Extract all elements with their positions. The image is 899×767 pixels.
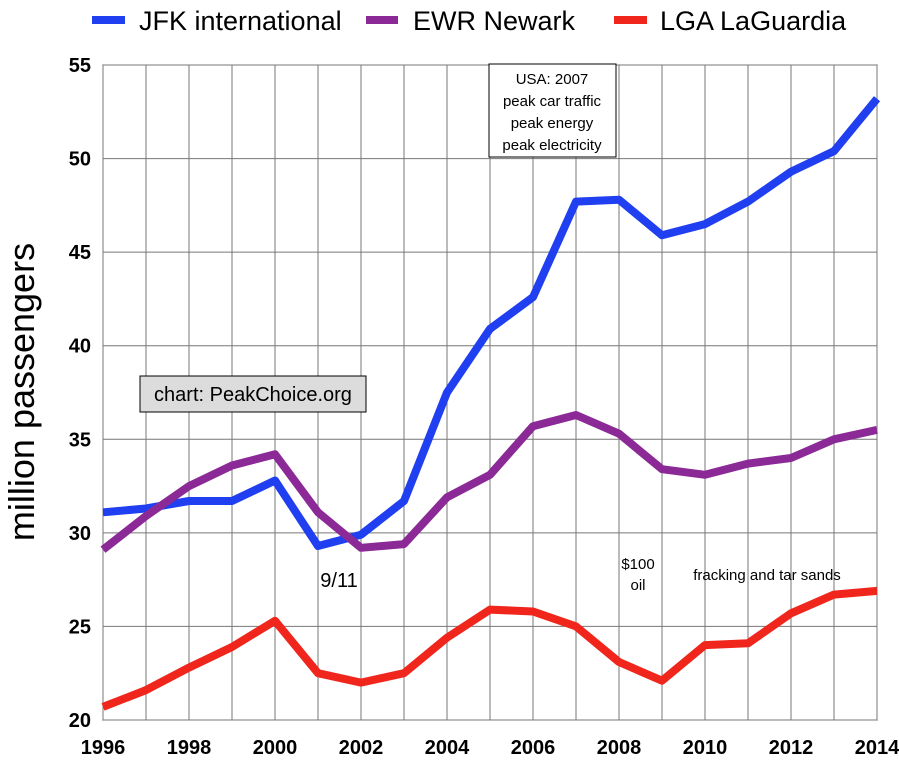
usa-peak-box bbox=[488, 63, 617, 158]
y-tick-label: 20 bbox=[69, 710, 91, 732]
y-tick-label: 40 bbox=[69, 336, 91, 358]
x-tick-label: 2014 bbox=[855, 737, 899, 759]
y-tick-label: 50 bbox=[69, 149, 91, 171]
x-tick-label: 1996 bbox=[81, 737, 126, 759]
oil-label-line-1: $100 bbox=[621, 556, 654, 573]
y-tick-label: 25 bbox=[69, 616, 91, 638]
x-axis-ticks: 1996 1998 2000 2002 2004 2006 2008 2010 2012 2014 bbox=[81, 737, 899, 759]
x-tick-label: 2006 bbox=[511, 737, 556, 759]
x-tick-label: 2010 bbox=[683, 737, 728, 759]
usa-peak-line-4: peak electricity bbox=[502, 137, 602, 154]
y-axis-ticks: 20 25 30 35 40 45 50 55 bbox=[69, 55, 91, 732]
y-tick-label: 55 bbox=[69, 55, 91, 77]
fracking-label: fracking and tar sands bbox=[693, 567, 841, 584]
usa-peak-line-2: peak car traffic bbox=[503, 93, 602, 110]
series-lines bbox=[100, 96, 881, 711]
usa-peak-line-3: peak energy bbox=[511, 115, 594, 132]
legend-label-jfk: JFK international bbox=[139, 6, 342, 36]
legend-label-lga: LGA LaGuardia bbox=[660, 6, 847, 36]
x-tick-label: 2004 bbox=[425, 737, 470, 759]
x-tick-label: 1998 bbox=[167, 737, 212, 759]
source-box bbox=[139, 375, 367, 413]
x-tick-label: 2002 bbox=[339, 737, 384, 759]
source-label: chart: PeakChoice.org bbox=[154, 384, 352, 406]
oil-label-line-2: oil bbox=[630, 577, 645, 594]
x-tick-label: 2008 bbox=[597, 737, 642, 759]
y-tick-label: 45 bbox=[69, 242, 91, 264]
y-tick-label: 35 bbox=[69, 429, 91, 451]
source-annotation: chart: PeakChoice.org bbox=[139, 375, 367, 413]
legend-label-ewr: EWR Newark bbox=[413, 6, 576, 36]
usa-peak-line-1: USA: 2007 bbox=[516, 71, 589, 88]
x-tick-label: 2000 bbox=[253, 737, 298, 759]
event-911-label: 9/11 bbox=[320, 570, 357, 592]
y-axis-label: million passengers bbox=[1, 243, 42, 541]
usa-peak-annotation: USA: 2007 peak car traffic peak energy p… bbox=[488, 63, 617, 158]
legend: JFK international EWR Newark LGA LaGuard… bbox=[92, 6, 847, 36]
y-tick-label: 30 bbox=[69, 523, 91, 545]
x-tick-label: 2012 bbox=[769, 737, 814, 759]
